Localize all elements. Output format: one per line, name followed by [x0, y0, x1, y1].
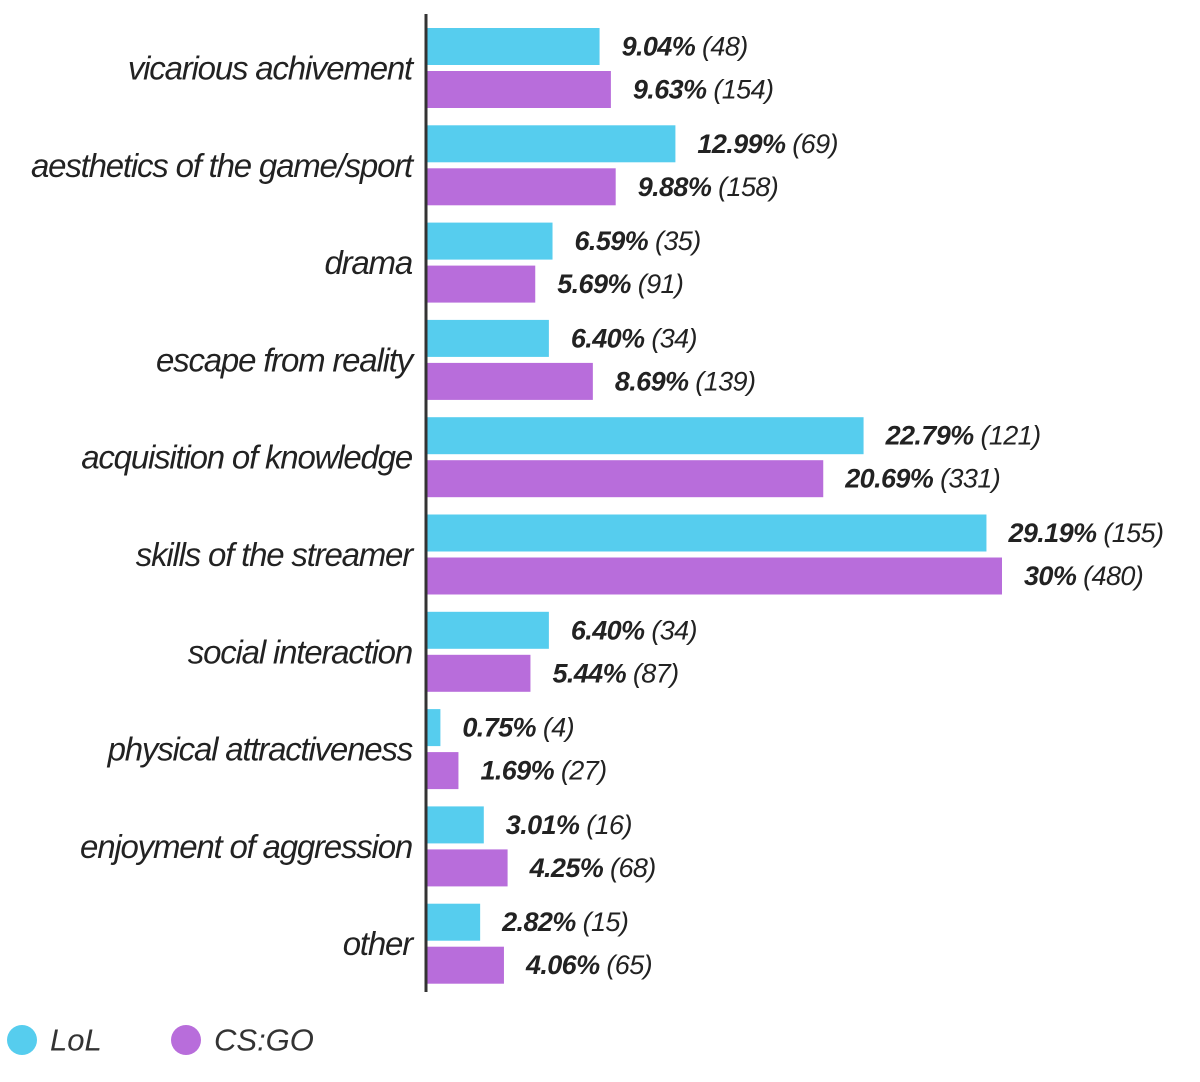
data-label-percent: 4.25% — [529, 853, 604, 883]
bar-lol — [426, 709, 440, 746]
bar-csgo — [426, 266, 535, 303]
bar-csgo — [426, 71, 611, 108]
data-label-percent: 0.75% — [462, 713, 536, 743]
category-label: physical attractiveness — [107, 731, 413, 768]
data-label-count: (87) — [626, 658, 679, 688]
data-label: 4.25% (68) — [529, 853, 656, 883]
bar-csgo — [426, 947, 504, 984]
data-label-count: (121) — [974, 421, 1041, 451]
category-label: enjoyment of aggression — [80, 828, 412, 865]
data-label-percent: 9.88% — [638, 172, 712, 202]
data-label-count: (154) — [706, 75, 773, 105]
data-label-percent: 9.04% — [622, 32, 696, 62]
legend-swatch-lol — [7, 1025, 37, 1055]
bar-lol — [426, 612, 549, 649]
data-label: 5.44% (87) — [552, 658, 678, 688]
bar-lol — [426, 806, 484, 843]
category-label: vicarious achivement — [128, 50, 415, 87]
bar-lol — [426, 417, 864, 454]
data-label-count: (91) — [631, 269, 684, 299]
data-label-count: (34) — [644, 615, 697, 645]
data-label: 8.69% (139) — [615, 366, 756, 396]
data-label-count: (331) — [933, 464, 1000, 494]
data-label: 9.63% (154) — [633, 75, 774, 105]
data-label: 1.69% (27) — [480, 756, 606, 786]
category-label: drama — [324, 244, 412, 281]
data-label-percent: 8.69% — [615, 366, 689, 396]
bar-csgo — [426, 460, 823, 497]
category-label: aesthetics of the game/sport — [31, 147, 415, 184]
category-label: other — [343, 925, 415, 962]
bar-csgo — [426, 655, 530, 692]
data-label-percent: 6.59% — [575, 226, 649, 256]
data-label-percent: 20.69% — [844, 464, 934, 494]
data-label-count: (65) — [600, 950, 653, 980]
category-label: social interaction — [188, 633, 412, 670]
data-label-count: (34) — [644, 323, 697, 353]
data-label-percent: 6.40% — [571, 615, 645, 645]
data-label-count: (480) — [1076, 561, 1143, 591]
bar-lol — [426, 223, 553, 260]
bar-csgo — [426, 168, 616, 205]
data-label: 9.88% (158) — [638, 172, 779, 202]
data-label-count: (69) — [785, 129, 838, 159]
data-label-count: (139) — [688, 366, 755, 396]
bar-csgo — [426, 849, 508, 886]
category-label: acquisition of knowledge — [81, 439, 413, 476]
legend-label: CS:GO — [214, 1023, 314, 1058]
data-label: 22.79% (121) — [885, 421, 1041, 451]
data-label-percent: 3.01% — [506, 810, 580, 840]
data-label-percent: 12.99% — [697, 129, 786, 159]
data-label-percent: 9.63% — [633, 75, 707, 105]
legend-label: LoL — [50, 1023, 102, 1058]
bar-lol — [426, 515, 986, 552]
category-labels-group: vicarious achivement aesthetics of the ga… — [31, 50, 416, 963]
data-label: 6.59% (35) — [575, 226, 701, 256]
data-label-percent: 30% — [1024, 561, 1077, 591]
data-label-percent: 2.82% — [501, 907, 576, 937]
data-label-count: (35) — [648, 226, 701, 256]
bar-lol — [426, 320, 549, 357]
data-label-percent: 4.06% — [525, 950, 600, 980]
data-label: 0.75% (4) — [462, 713, 574, 743]
data-label: 20.69% (331) — [844, 464, 1000, 494]
category-label: skills of the streamer — [136, 536, 415, 573]
data-label: 2.82% (15) — [501, 907, 628, 937]
data-label-count: (155) — [1096, 518, 1163, 548]
data-label-percent: 6.40% — [571, 323, 645, 353]
category-label: escape from reality — [156, 341, 416, 378]
data-label: 6.40% (34) — [571, 615, 697, 645]
data-label-percent: 1.69% — [480, 756, 554, 786]
bar-csgo — [426, 752, 458, 789]
data-label-count: (4) — [536, 713, 574, 743]
data-label-count: (27) — [554, 756, 607, 786]
data-label-percent: 22.79% — [885, 421, 975, 451]
legend-swatch-csgo — [171, 1025, 201, 1055]
data-label-count: (68) — [603, 853, 656, 883]
bar-lol — [426, 28, 600, 65]
data-label-percent: 5.44% — [552, 658, 626, 688]
data-label-count: (15) — [576, 907, 629, 937]
bar-lol — [426, 904, 480, 941]
data-label-count: (48) — [695, 32, 748, 62]
data-label: 9.04% (48) — [622, 32, 748, 62]
bar-csgo — [426, 363, 593, 400]
data-label: 5.69% (91) — [557, 269, 683, 299]
data-label: 30% (480) — [1024, 561, 1143, 591]
data-label: 3.01% (16) — [506, 810, 632, 840]
data-label-percent: 5.69% — [557, 269, 631, 299]
data-label-count: (158) — [711, 172, 778, 202]
data-label: 6.40% (34) — [571, 323, 697, 353]
bar-csgo — [426, 558, 1002, 595]
data-label-count: (16) — [579, 810, 632, 840]
data-label: 29.19% (155) — [1007, 518, 1163, 548]
data-label: 4.06% (65) — [525, 950, 652, 980]
data-label-percent: 29.19% — [1007, 518, 1097, 548]
data-label: 12.99% (69) — [697, 129, 838, 159]
bar-lol — [426, 125, 675, 162]
legend: LoL CS:GO — [7, 1023, 314, 1058]
